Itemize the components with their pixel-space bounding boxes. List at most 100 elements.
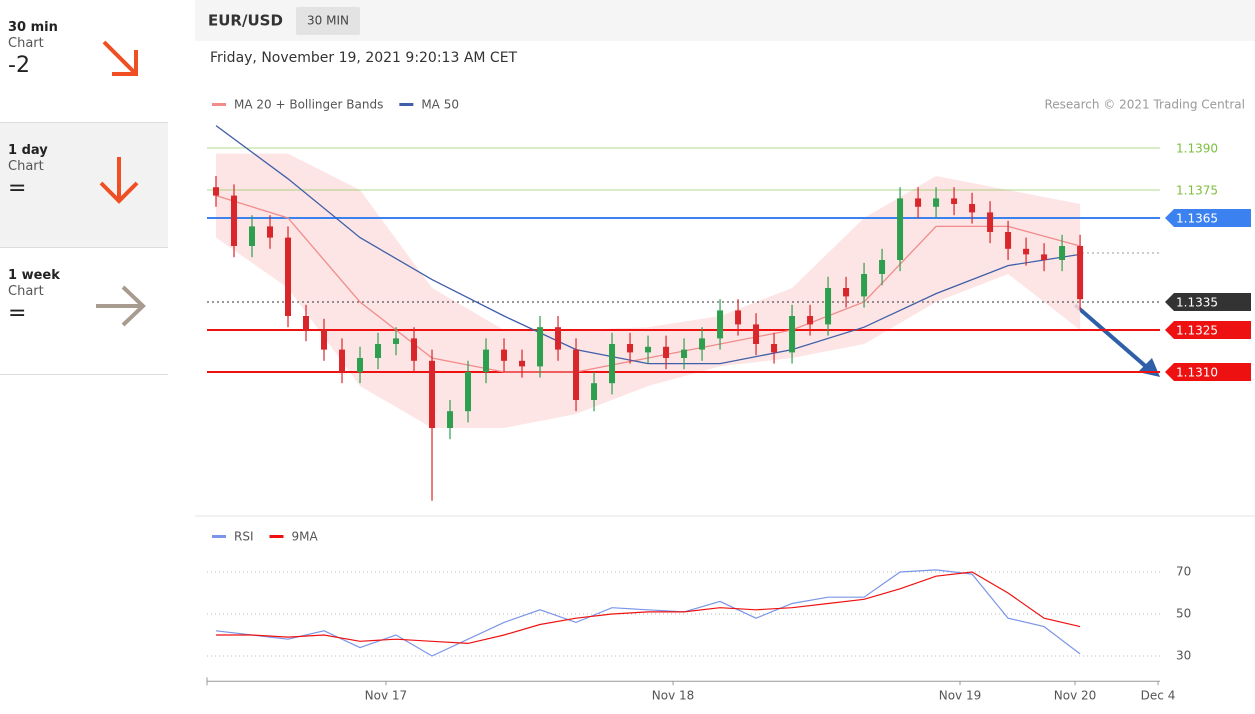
candle-body — [1005, 232, 1012, 249]
candle-body — [753, 324, 760, 344]
candle-body — [681, 349, 688, 358]
y-tick-label: 70 — [1176, 565, 1191, 579]
candle-body — [573, 349, 580, 400]
candle-body — [969, 204, 976, 213]
sidebar-item[interactable]: 30 min Chart -2 — [0, 0, 168, 123]
interval: 30 MIN — [307, 14, 349, 28]
interval-box[interactable] — [296, 7, 360, 35]
candle-body — [933, 198, 940, 207]
value: -2 — [8, 53, 30, 78]
level-badge — [1165, 293, 1251, 311]
timestamp: Friday, November 19, 2021 9:20:13 AM CET — [210, 50, 518, 66]
candle-body — [1041, 254, 1048, 260]
candle-body — [645, 346, 652, 353]
arrow-icon — [96, 285, 146, 327]
legend-swatch — [212, 535, 226, 538]
value: = — [8, 301, 27, 326]
legend-swatch — [212, 103, 226, 106]
candle-body — [627, 344, 634, 353]
x-tick-label: Nov 18 — [652, 689, 695, 703]
legend-swatch — [399, 103, 414, 106]
candle-body — [267, 226, 274, 238]
candle-body — [321, 330, 328, 350]
legend-label: MA 50 — [421, 98, 459, 112]
candle-body — [357, 358, 364, 372]
candle-body — [555, 327, 562, 350]
candle-body — [465, 372, 472, 412]
sidebar-item[interactable]: 1 week Chart = — [0, 248, 168, 375]
label: Chart — [8, 284, 44, 299]
level-label: 1.1325 — [1176, 324, 1218, 338]
legend-label: MA 20 + Bollinger Bands — [234, 98, 383, 112]
candle-body — [861, 274, 868, 297]
legend-label: 9MA — [292, 530, 319, 544]
candle-body — [429, 360, 436, 428]
candle-body — [501, 349, 508, 361]
arrow-icon — [99, 157, 139, 204]
candle-body — [213, 187, 220, 196]
level-label: 1.1375 — [1176, 184, 1218, 198]
candle-body — [897, 198, 904, 260]
candle-body — [375, 344, 382, 358]
period: 30 min — [8, 20, 58, 35]
candle-body — [303, 316, 310, 330]
level-badge — [1165, 321, 1251, 339]
candle-body — [339, 349, 346, 372]
candle-body — [393, 338, 400, 344]
x-tick-label: Dec 4 — [1141, 689, 1176, 703]
candle-body — [1023, 248, 1030, 255]
candle-body — [591, 383, 598, 400]
symbol: EUR/USD — [208, 12, 283, 30]
candle-body — [915, 198, 922, 207]
legend-label: RSI — [234, 530, 254, 544]
candle-body — [483, 349, 490, 372]
period: 1 day — [8, 143, 48, 158]
candle-body — [699, 338, 706, 350]
candle-body — [663, 346, 670, 358]
candle-body — [879, 260, 886, 274]
x-tick-label: Nov 17 — [365, 689, 408, 703]
candle-body — [951, 198, 958, 204]
value: = — [8, 176, 27, 201]
candle-body — [843, 288, 850, 297]
candle-body — [717, 310, 724, 339]
candle-body — [249, 226, 256, 246]
level-badge — [1165, 363, 1251, 381]
indicator-line — [215, 569, 1081, 657]
label: Chart — [8, 159, 44, 174]
candle-body — [789, 316, 796, 353]
candle-body — [807, 316, 814, 325]
candle-body — [447, 411, 454, 428]
y-tick-label: 50 — [1176, 607, 1191, 621]
candle-body — [411, 338, 418, 361]
arrow-icon — [102, 40, 138, 76]
candle-body — [987, 212, 994, 232]
candle-body — [735, 310, 742, 325]
candle-body — [285, 237, 292, 316]
candle-body — [519, 360, 526, 367]
candle-body — [1077, 246, 1084, 300]
level-label: 1.1310 — [1176, 366, 1218, 380]
indicator-line — [216, 571, 1081, 645]
level-label: 1.1365 — [1176, 212, 1218, 226]
period: 1 week — [8, 268, 60, 283]
x-tick-label: Nov 19 — [939, 689, 982, 703]
x-tick-label: Nov 20 — [1054, 689, 1097, 703]
level-badge — [1165, 209, 1251, 227]
credit: Research © 2021 Trading Central — [1044, 98, 1245, 112]
forecast-arrow — [1073, 303, 1152, 372]
candle-body — [609, 344, 616, 384]
label: Chart — [8, 36, 44, 51]
candle-body — [231, 195, 238, 246]
sidebar-item[interactable]: 1 day Chart = — [0, 123, 168, 248]
y-tick-label: 30 — [1176, 649, 1191, 663]
header-bar — [195, 0, 1255, 41]
candle-body — [1059, 246, 1066, 260]
level-label: 1.1335 — [1176, 296, 1218, 310]
level-label: 1.1390 — [1176, 142, 1218, 156]
candle-body — [537, 327, 544, 367]
legend-swatch — [269, 535, 284, 538]
candle-body — [825, 288, 832, 325]
